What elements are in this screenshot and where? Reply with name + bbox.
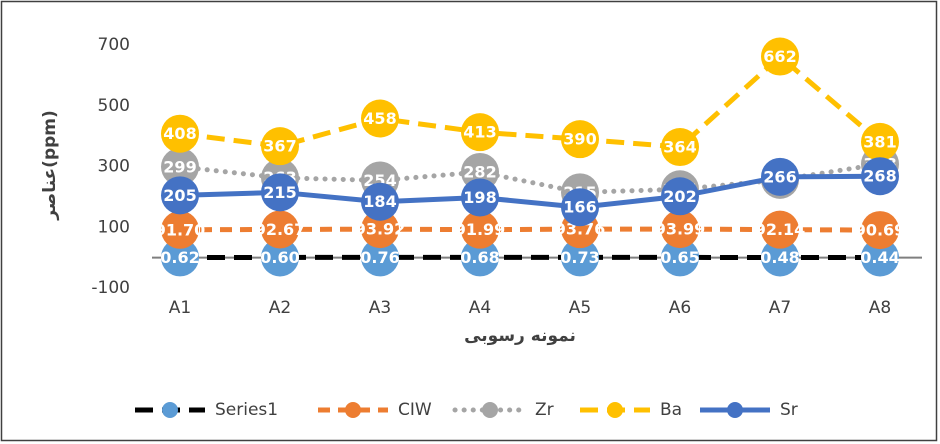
legend-marker <box>345 402 361 418</box>
marker <box>661 238 699 277</box>
marker <box>661 177 699 216</box>
value-label: 413 <box>463 123 496 142</box>
y-tick-label: 100 <box>98 217 130 237</box>
value-label: 0.76 <box>360 248 399 267</box>
marker <box>361 182 399 221</box>
value-label: 367 <box>263 137 296 156</box>
value-label: 266 <box>763 167 796 186</box>
value-label: 390 <box>563 130 596 149</box>
legend-marker <box>607 402 623 418</box>
value-label: 215 <box>263 183 296 202</box>
marker <box>761 238 799 277</box>
legend-label: Sr <box>780 400 798 420</box>
x-tick-label: A2 <box>269 298 291 318</box>
value-label: 93.76 <box>555 220 606 239</box>
value-label: 0.68 <box>460 248 499 267</box>
marker <box>661 128 699 167</box>
x-tick-label: A5 <box>569 298 591 318</box>
marker <box>261 173 299 212</box>
value-label: 184 <box>363 192 396 211</box>
x-axis-label: نمونه رسوبی <box>464 326 576 346</box>
marker <box>261 210 299 249</box>
marker <box>161 147 199 186</box>
value-label: 93.99 <box>655 220 706 239</box>
marker <box>761 210 799 249</box>
value-label: 458 <box>363 109 396 128</box>
value-label: 92.14 <box>755 220 806 239</box>
x-tick-label: A1 <box>169 298 191 318</box>
x-tick-label: A6 <box>669 298 691 318</box>
marker <box>561 238 599 277</box>
legend-label: CIW <box>398 400 432 420</box>
marker <box>361 238 399 277</box>
value-label: 91.99 <box>455 220 506 239</box>
marker <box>261 238 299 277</box>
x-tick-label: A8 <box>869 298 891 318</box>
legend-label: Ba <box>660 400 682 420</box>
marker <box>861 238 899 277</box>
marker <box>361 99 399 138</box>
value-label: 0.48 <box>760 248 799 267</box>
value-label: 205 <box>163 186 196 205</box>
value-label: 408 <box>163 124 196 143</box>
value-label: 0.73 <box>560 248 599 267</box>
marker <box>861 211 899 250</box>
value-label: 90.69 <box>855 221 906 240</box>
y-tick-label: 300 <box>98 157 130 177</box>
value-label: 0.65 <box>660 248 699 267</box>
marker <box>361 210 399 249</box>
y-tick-label: 700 <box>98 35 130 55</box>
value-label: 91.70 <box>155 220 206 239</box>
value-label: 381 <box>863 132 896 151</box>
marker <box>161 210 199 249</box>
marker <box>761 37 799 76</box>
marker <box>161 238 199 277</box>
y-tick-label: 500 <box>98 96 130 116</box>
value-label: 268 <box>863 167 896 186</box>
value-label: 0.60 <box>260 248 299 267</box>
marker <box>861 157 899 196</box>
marker <box>461 238 499 277</box>
legend-label: Series1 <box>215 400 278 420</box>
value-label: 299 <box>163 157 196 176</box>
value-label: 282 <box>463 162 496 181</box>
marker <box>261 127 299 166</box>
marker <box>461 113 499 152</box>
legend-marker <box>162 402 178 418</box>
value-label: 166 <box>563 198 596 217</box>
y-axis-label: عناصر(ppm) <box>40 110 60 221</box>
marker <box>461 210 499 249</box>
y-tick-label: -100 <box>91 278 130 298</box>
value-label: 92.67 <box>255 220 306 239</box>
legend-label: Zr <box>535 400 554 420</box>
marker <box>561 120 599 159</box>
legend-marker <box>727 402 743 418</box>
marker <box>161 176 199 215</box>
value-label: 202 <box>663 187 696 206</box>
value-label: 364 <box>663 138 696 157</box>
x-tick-label: A4 <box>469 298 491 318</box>
marker <box>561 188 599 227</box>
x-tick-label: A3 <box>369 298 391 318</box>
marker <box>461 178 499 217</box>
value-label: 0.62 <box>160 248 199 267</box>
marker <box>661 210 699 249</box>
x-tick-label: A7 <box>769 298 791 318</box>
marker <box>861 122 899 161</box>
value-label: 93.92 <box>355 220 406 239</box>
legend-marker <box>482 402 498 418</box>
marker <box>761 157 799 196</box>
value-label: 0.44 <box>860 248 899 267</box>
value-label: 662 <box>763 47 796 66</box>
marker <box>161 114 199 153</box>
value-label: 198 <box>463 188 496 207</box>
